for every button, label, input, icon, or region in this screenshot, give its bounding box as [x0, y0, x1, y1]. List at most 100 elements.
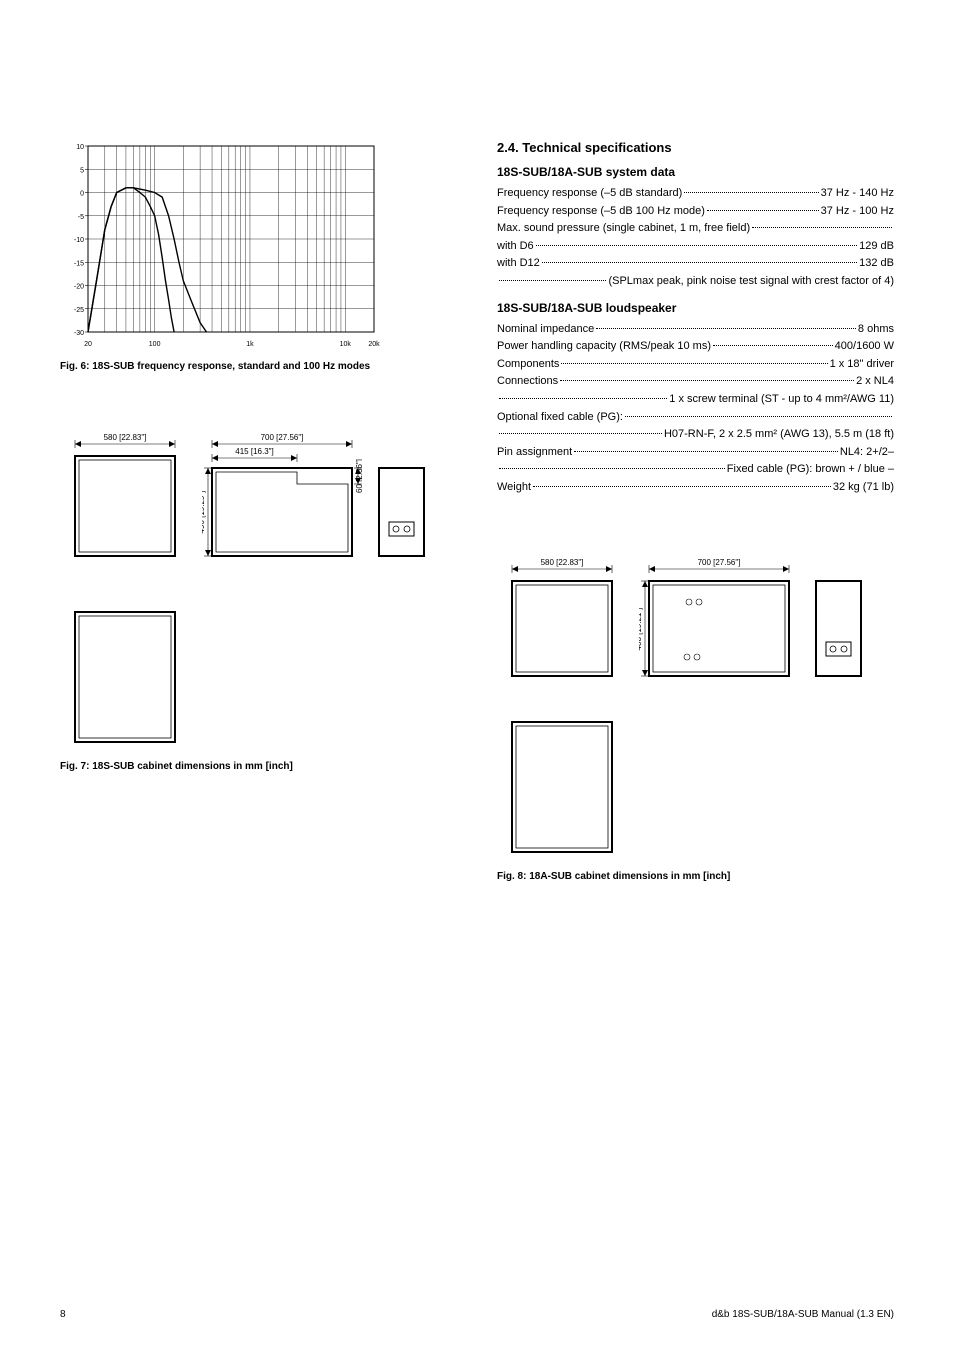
left-column: 10 5 0 -5 -10 -15 -20 -25 -3020 100 1k 10k 20k Fig. …	[60, 140, 457, 912]
loudspeaker-lines: Nominal impedance8 ohmsPower handling ca…	[497, 321, 894, 497]
spec-label: Connections	[497, 373, 558, 391]
spec-value: (SPLmax peak, pink noise test signal wit…	[608, 273, 894, 291]
svg-text:-20: -20	[74, 284, 84, 291]
spec-line: Power handling capacity (RMS/peak 10 ms)…	[497, 338, 894, 356]
dims-18s-caption: Fig. 7: 18S-SUB cabinet dimensions in mm…	[60, 761, 457, 772]
spec-dots	[499, 398, 667, 399]
dims-18a-row2	[497, 707, 894, 867]
spec-line: with D12 132 dB	[497, 255, 894, 273]
spec-label: Frequency response (–5 dB standard)	[497, 185, 682, 203]
spec-value: 1 x screw terminal (ST - up to 4 mm²/AWG…	[669, 391, 894, 409]
spec-value: 32 kg (71 lb)	[833, 479, 894, 497]
svg-text:0: 0	[80, 191, 84, 198]
spec-dots	[752, 227, 892, 228]
dims-18s-row2	[60, 597, 457, 757]
svg-text:-5: -5	[78, 214, 84, 221]
dims-18s-top	[60, 597, 190, 757]
spec-dots	[561, 363, 827, 364]
spec-value: 37 Hz - 100 Hz	[821, 203, 894, 221]
spec-value: 400/1600 W	[835, 338, 894, 356]
svg-text:5: 5	[80, 167, 84, 174]
dims-18a-side: 700 [27.56"]488 [19.21"]	[639, 557, 799, 687]
main-columns: 10 5 0 -5 -10 -15 -20 -25 -3020 100 1k 10k 20k Fig. …	[60, 140, 894, 912]
svg-text:580 [22.83"]: 580 [22.83"]	[104, 433, 147, 442]
system-data-title: 18S-SUB/18A-SUB system data	[497, 165, 894, 179]
dims-18s-row1: 580 [22.83"] 700 [27.56"] 415 [16.3"] 490 …	[60, 432, 457, 577]
spec-value: NL4: 2+/2–	[840, 444, 894, 462]
spec-line: Weight 32 kg (71 lb)	[497, 479, 894, 497]
spec-dots	[707, 210, 819, 211]
spec-dots	[499, 280, 606, 281]
spec-value: 37 Hz - 140 Hz	[821, 185, 894, 203]
spec-line: Nominal impedance8 ohms	[497, 321, 894, 339]
svg-text:-15: -15	[74, 260, 84, 267]
spec-label: Power handling capacity (RMS/peak 10 ms)	[497, 338, 711, 356]
system-data-lines: Frequency response (–5 dB standard) 37 Hz…	[497, 185, 894, 291]
spec-line: (SPLmax peak, pink noise test signal wit…	[497, 273, 894, 291]
spec-value: H07-RN-F, 2 x 2.5 mm² (AWG 13), 5.5 m (1…	[664, 426, 894, 444]
chart-caption: Fig. 6: 18S-SUB frequency response, stan…	[60, 361, 457, 372]
spec-line: Max. sound pressure (single cabinet, 1 m…	[497, 220, 894, 238]
spec-dots	[713, 345, 833, 346]
dims-18a-caption: Fig. 8: 18A-SUB cabinet dimensions in mm…	[497, 871, 894, 882]
spec-dots	[560, 380, 854, 381]
svg-text:415 [16.3"]: 415 [16.3"]	[235, 447, 273, 456]
svg-text:490 [19.29"]: 490 [19.29"]	[202, 491, 206, 534]
spec-label: Optional fixed cable (PG):	[497, 409, 623, 427]
doc-title: d&b 18S-SUB/18A-SUB Manual (1.3 EN)	[712, 1309, 894, 1320]
spec-dots	[499, 433, 662, 434]
spec-line: Components 1 x 18" driver	[497, 356, 894, 374]
svg-text:10: 10	[76, 144, 84, 151]
spec-dots	[499, 468, 725, 469]
spec-dots	[596, 328, 856, 329]
spec-dots	[625, 416, 892, 417]
spec-label: Pin assignment	[497, 444, 572, 462]
spec-line: Optional fixed cable (PG):	[497, 409, 894, 427]
page-number: 8	[60, 1309, 66, 1320]
spec-dots	[542, 262, 857, 263]
spec-line: with D6129 dB	[497, 238, 894, 256]
dims-18a-row1: 580 [22.83"] 700 [27.56"]488 [19.21"]	[497, 557, 894, 687]
spec-line: Pin assignment NL4: 2+/2–	[497, 444, 894, 462]
loudspeaker-title: 18S-SUB/18A-SUB loudspeaker	[497, 301, 894, 315]
spec-label: Frequency response (–5 dB 100 Hz mode)	[497, 203, 705, 221]
spec-value: 129 dB	[859, 238, 894, 256]
svg-text:-30: -30	[74, 330, 84, 337]
spec-label: Weight	[497, 479, 531, 497]
spec-dots	[574, 451, 838, 452]
svg-text:-25: -25	[74, 307, 84, 314]
spec-line: H07-RN-F, 2 x 2.5 mm² (AWG 13), 5.5 m (1…	[497, 426, 894, 444]
dims-18a-rear	[811, 557, 871, 687]
spec-value: 8 ohms	[858, 321, 894, 339]
spec-dots	[684, 192, 818, 193]
spec-label: with D12	[497, 255, 540, 273]
spec-line: Frequency response (–5 dB 100 Hz mode) 37…	[497, 203, 894, 221]
section-title: 2.4. Technical specifications	[497, 140, 894, 155]
right-column: 2.4. Technical specifications 18S-SUB/18…	[497, 140, 894, 912]
svg-text:1k: 1k	[246, 341, 254, 348]
spec-label: Components	[497, 356, 559, 374]
spec-dots	[533, 486, 831, 487]
spec-value: 1 x 18" driver	[830, 356, 894, 374]
spec-line: 1 x screw terminal (ST - up to 4 mm²/AWG…	[497, 391, 894, 409]
svg-text:580 [22.83"]: 580 [22.83"]	[541, 558, 584, 567]
svg-text:20: 20	[84, 341, 92, 348]
svg-text:-10: -10	[74, 237, 84, 244]
dims-18a-top	[497, 707, 627, 867]
spec-dots	[536, 245, 857, 246]
svg-text:700 [27.56"]: 700 [27.56"]	[261, 433, 304, 442]
freq-response-chart: 10 5 0 -5 -10 -15 -20 -25 -3020 100 1k 10k 20k	[60, 140, 457, 353]
dims-18s-rear	[374, 432, 434, 577]
dims-18a-front: 580 [22.83"]	[497, 557, 627, 687]
spec-line: Connections 2 x NL4	[497, 373, 894, 391]
dims-18s-front: 580 [22.83"]	[60, 432, 190, 577]
spec-value: Fixed cable (PG): brown + / blue –	[727, 461, 894, 479]
spec-value: 132 dB	[859, 255, 894, 273]
svg-text:100: 100	[149, 341, 161, 348]
svg-text:488 [19.21"]: 488 [19.21"]	[639, 607, 643, 650]
spec-value: 2 x NL4	[856, 373, 894, 391]
spec-label: Max. sound pressure (single cabinet, 1 m…	[497, 220, 750, 238]
svg-text:10k: 10k	[340, 341, 352, 348]
page-footer: 8 d&b 18S-SUB/18A-SUB Manual (1.3 EN)	[60, 1309, 894, 1320]
svg-text:20k: 20k	[368, 341, 380, 348]
